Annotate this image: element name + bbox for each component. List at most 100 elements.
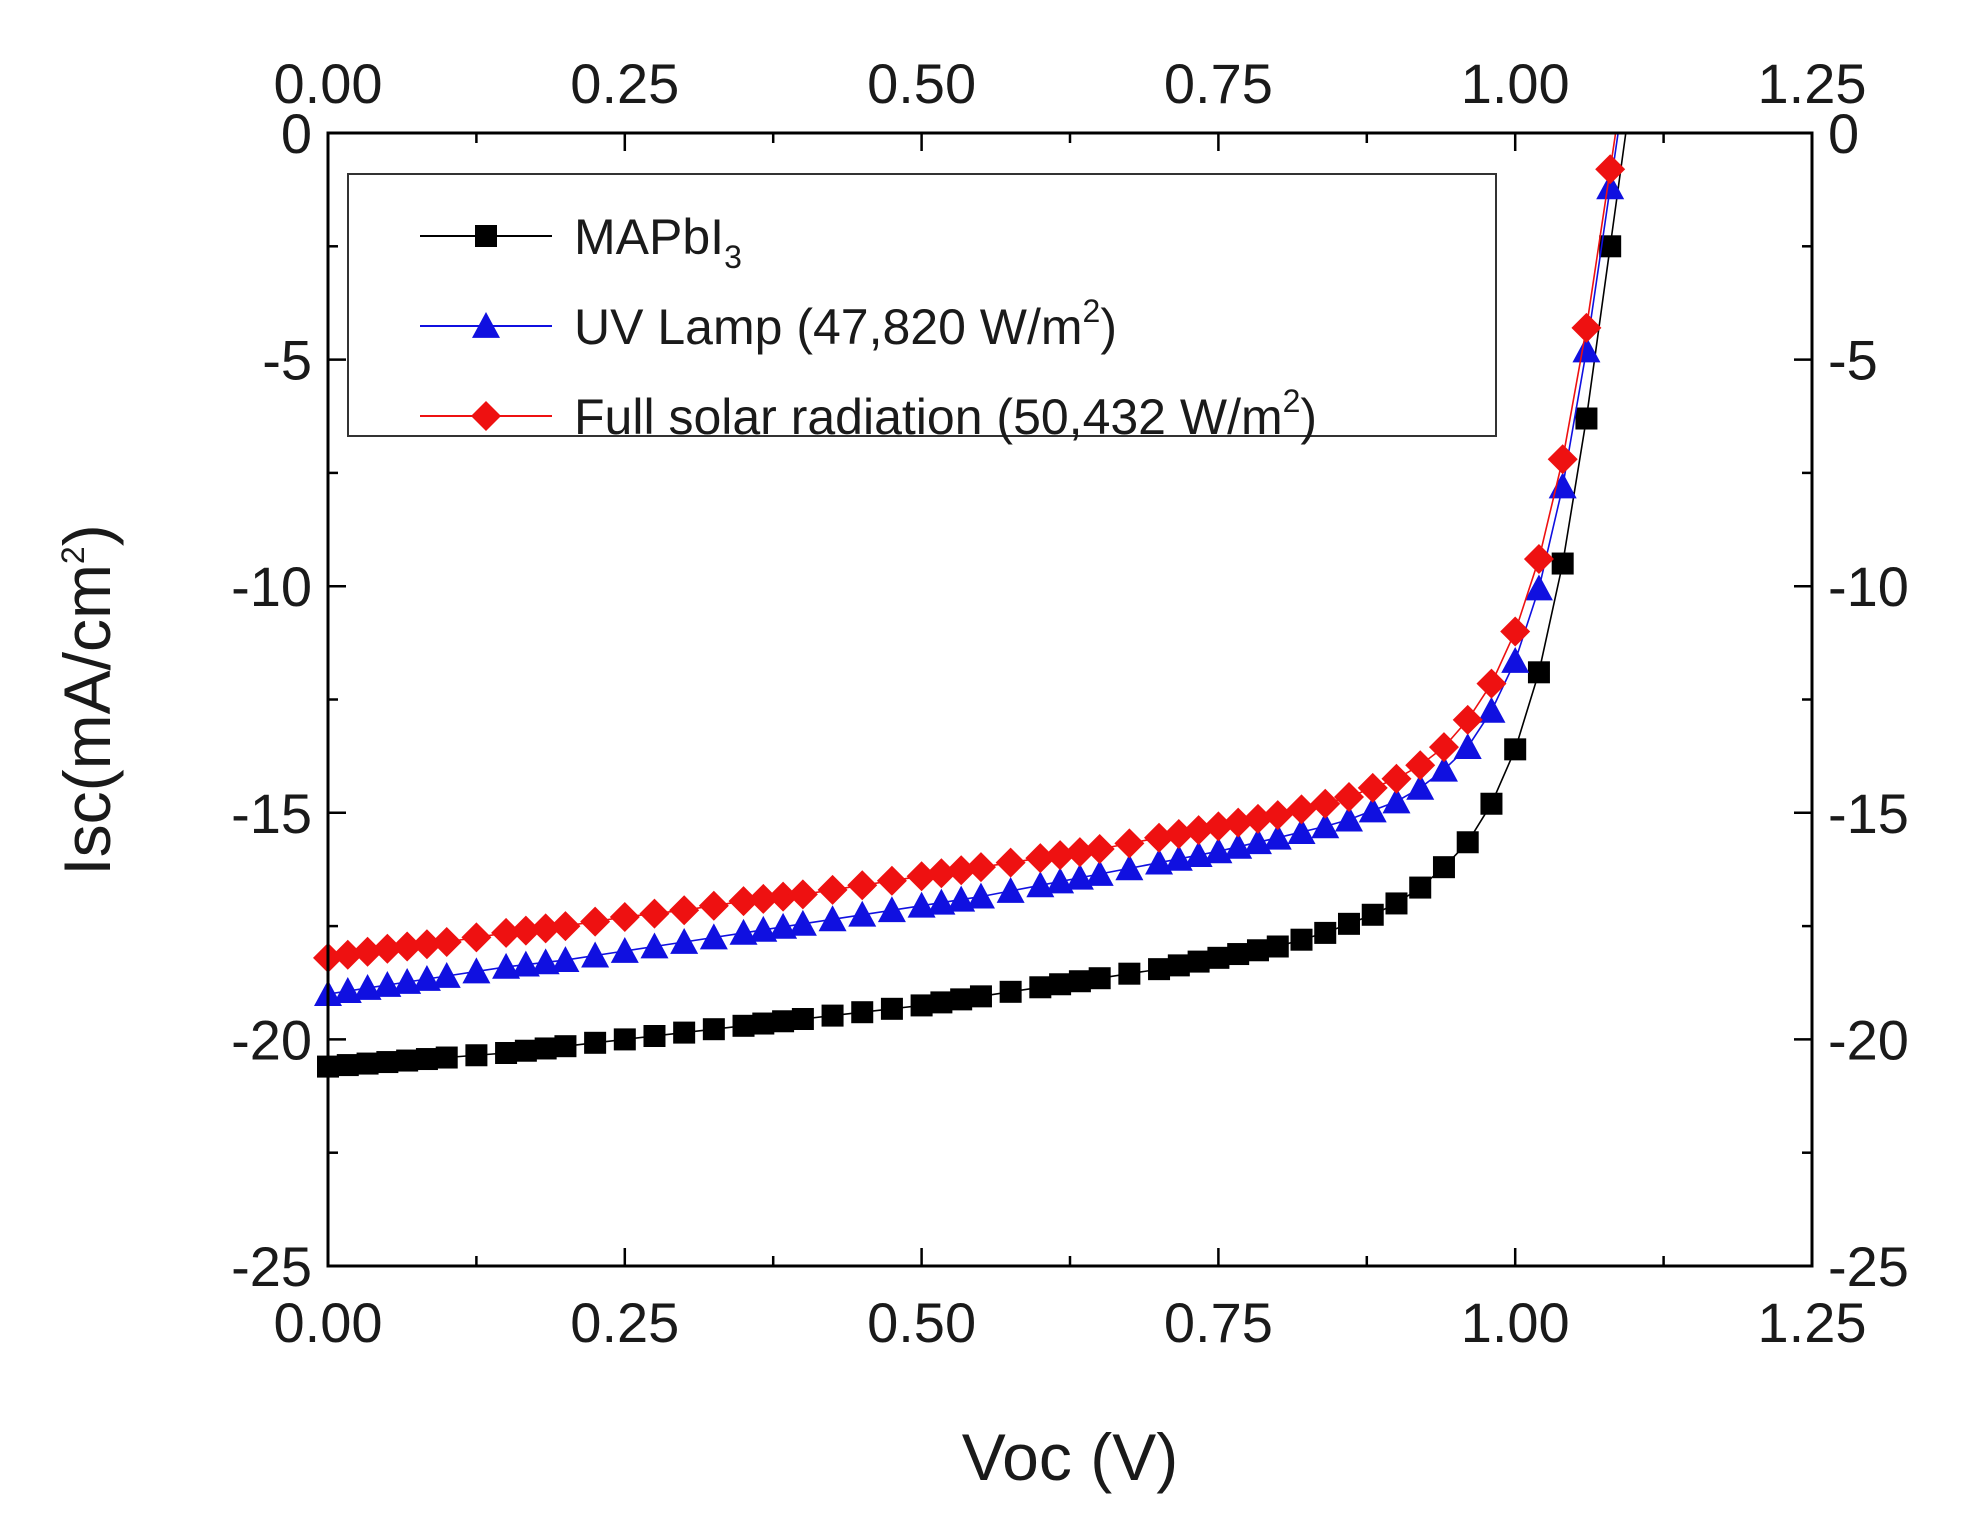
data-point bbox=[1049, 973, 1072, 996]
x-tick-label-top: 0.00 bbox=[274, 52, 383, 115]
x-tick-label-top: 0.75 bbox=[1164, 52, 1273, 115]
data-point bbox=[699, 923, 728, 950]
data-point bbox=[1527, 661, 1550, 684]
data-point bbox=[926, 858, 957, 889]
data-point bbox=[554, 1035, 577, 1058]
data-point bbox=[1333, 781, 1364, 812]
data-point bbox=[1084, 834, 1115, 865]
data-point bbox=[930, 991, 953, 1014]
data-point bbox=[1167, 954, 1190, 977]
data-point bbox=[788, 909, 817, 936]
data-point bbox=[1227, 943, 1250, 966]
data-point bbox=[1266, 935, 1289, 958]
x-tick-label-top: 1.25 bbox=[1758, 52, 1867, 115]
data-point bbox=[772, 1010, 795, 1033]
data-point bbox=[353, 974, 382, 1000]
x-tick-label-bottom: 1.00 bbox=[1461, 1291, 1570, 1354]
data-point bbox=[752, 1012, 775, 1035]
x-tick-label-bottom: 0.75 bbox=[1164, 1291, 1273, 1354]
data-point bbox=[376, 1051, 399, 1074]
y-axis-title-main: Isc(mA/cm bbox=[50, 564, 124, 876]
data-point bbox=[969, 985, 992, 1008]
data-point bbox=[352, 936, 383, 967]
series-2 bbox=[314, 133, 1625, 1006]
data-point bbox=[1088, 967, 1111, 990]
y-tick-label-left: -25 bbox=[231, 1235, 312, 1298]
data-point bbox=[1203, 811, 1234, 842]
x-tick-label-bottom: 0.00 bbox=[274, 1291, 383, 1354]
data-point bbox=[1290, 928, 1313, 951]
y-tick-label-left: -10 bbox=[231, 555, 312, 618]
data-point bbox=[609, 902, 640, 933]
legend-label-sub: 3 bbox=[724, 239, 742, 275]
y-axis-title-close: ) bbox=[50, 524, 124, 546]
data-point bbox=[1428, 732, 1459, 763]
data-point bbox=[373, 971, 402, 997]
data-point bbox=[495, 1041, 518, 1064]
data-point bbox=[356, 1052, 379, 1075]
legend-label-main: UV Lamp (47,820 W/m bbox=[574, 299, 1083, 355]
data-point bbox=[965, 852, 996, 883]
legend-label: Full solar radiation (50,432 W/m2) bbox=[574, 383, 1317, 445]
data-point bbox=[847, 870, 878, 901]
data-point bbox=[1029, 976, 1052, 999]
legend-label-close: ) bbox=[1300, 389, 1317, 445]
legend-label-sup: 2 bbox=[1083, 293, 1101, 329]
y-tick-label-right: -10 bbox=[1828, 555, 1909, 618]
plot-frame bbox=[326, 131, 1814, 1268]
data-point bbox=[966, 882, 995, 909]
x-tick-label-top: 1.00 bbox=[1461, 52, 1570, 115]
data-point bbox=[1476, 668, 1507, 699]
y-tick-label-right: -5 bbox=[1828, 329, 1878, 392]
data-point bbox=[1361, 903, 1384, 926]
series-1 bbox=[317, 133, 1627, 1078]
x-tick-label-top: 0.25 bbox=[570, 52, 679, 115]
tick-labels: 0.00 0.00 0.25 0.25 0.50 0.50 0.75 0.75 1.00 1.00… bbox=[231, 52, 1909, 1354]
data-point bbox=[531, 948, 560, 975]
data-point bbox=[1480, 792, 1503, 815]
data-point bbox=[769, 912, 798, 939]
data-point bbox=[1357, 772, 1388, 803]
data-point bbox=[1025, 843, 1056, 874]
data-point bbox=[1163, 818, 1194, 849]
legend-box bbox=[347, 173, 1497, 437]
data-point bbox=[1406, 773, 1435, 800]
y-tick-label-left: 0 bbox=[281, 102, 312, 165]
legend-entry-1: MAPbI3 bbox=[420, 209, 742, 275]
data-point bbox=[1575, 407, 1598, 430]
legend-marker bbox=[471, 401, 501, 431]
data-point bbox=[946, 855, 977, 886]
y-tick-label-right: 0 bbox=[1828, 102, 1859, 165]
data-point bbox=[1381, 763, 1412, 794]
series-layer bbox=[313, 133, 1627, 1078]
legend-marker bbox=[472, 312, 500, 338]
data-point bbox=[1337, 912, 1360, 935]
data-point bbox=[431, 926, 462, 957]
data-point bbox=[332, 939, 363, 970]
data-point bbox=[1456, 831, 1479, 854]
y-axis-title-sup: 2 bbox=[55, 546, 91, 564]
data-point bbox=[1115, 854, 1144, 881]
data-point bbox=[1500, 616, 1531, 647]
data-point bbox=[1262, 800, 1293, 831]
data-point bbox=[1184, 841, 1213, 867]
y-tick-label-left: -20 bbox=[231, 1008, 312, 1071]
data-point bbox=[584, 1031, 607, 1054]
data-point bbox=[336, 1054, 359, 1077]
x-tick-label-bottom: 0.25 bbox=[570, 1291, 679, 1354]
data-point bbox=[392, 931, 423, 962]
data-point bbox=[1314, 921, 1337, 944]
legend-label-main: Full solar radiation (50,432 W/m bbox=[574, 389, 1283, 445]
data-point bbox=[1065, 863, 1094, 890]
data-point bbox=[1504, 738, 1527, 761]
data-point bbox=[1207, 946, 1230, 969]
data-point bbox=[768, 881, 799, 912]
data-point bbox=[1286, 794, 1317, 825]
data-point bbox=[1595, 154, 1626, 185]
data-point bbox=[1405, 750, 1436, 781]
data-point bbox=[1144, 822, 1175, 853]
data-point bbox=[396, 1049, 419, 1072]
data-point bbox=[748, 883, 779, 914]
data-point bbox=[1242, 803, 1273, 834]
